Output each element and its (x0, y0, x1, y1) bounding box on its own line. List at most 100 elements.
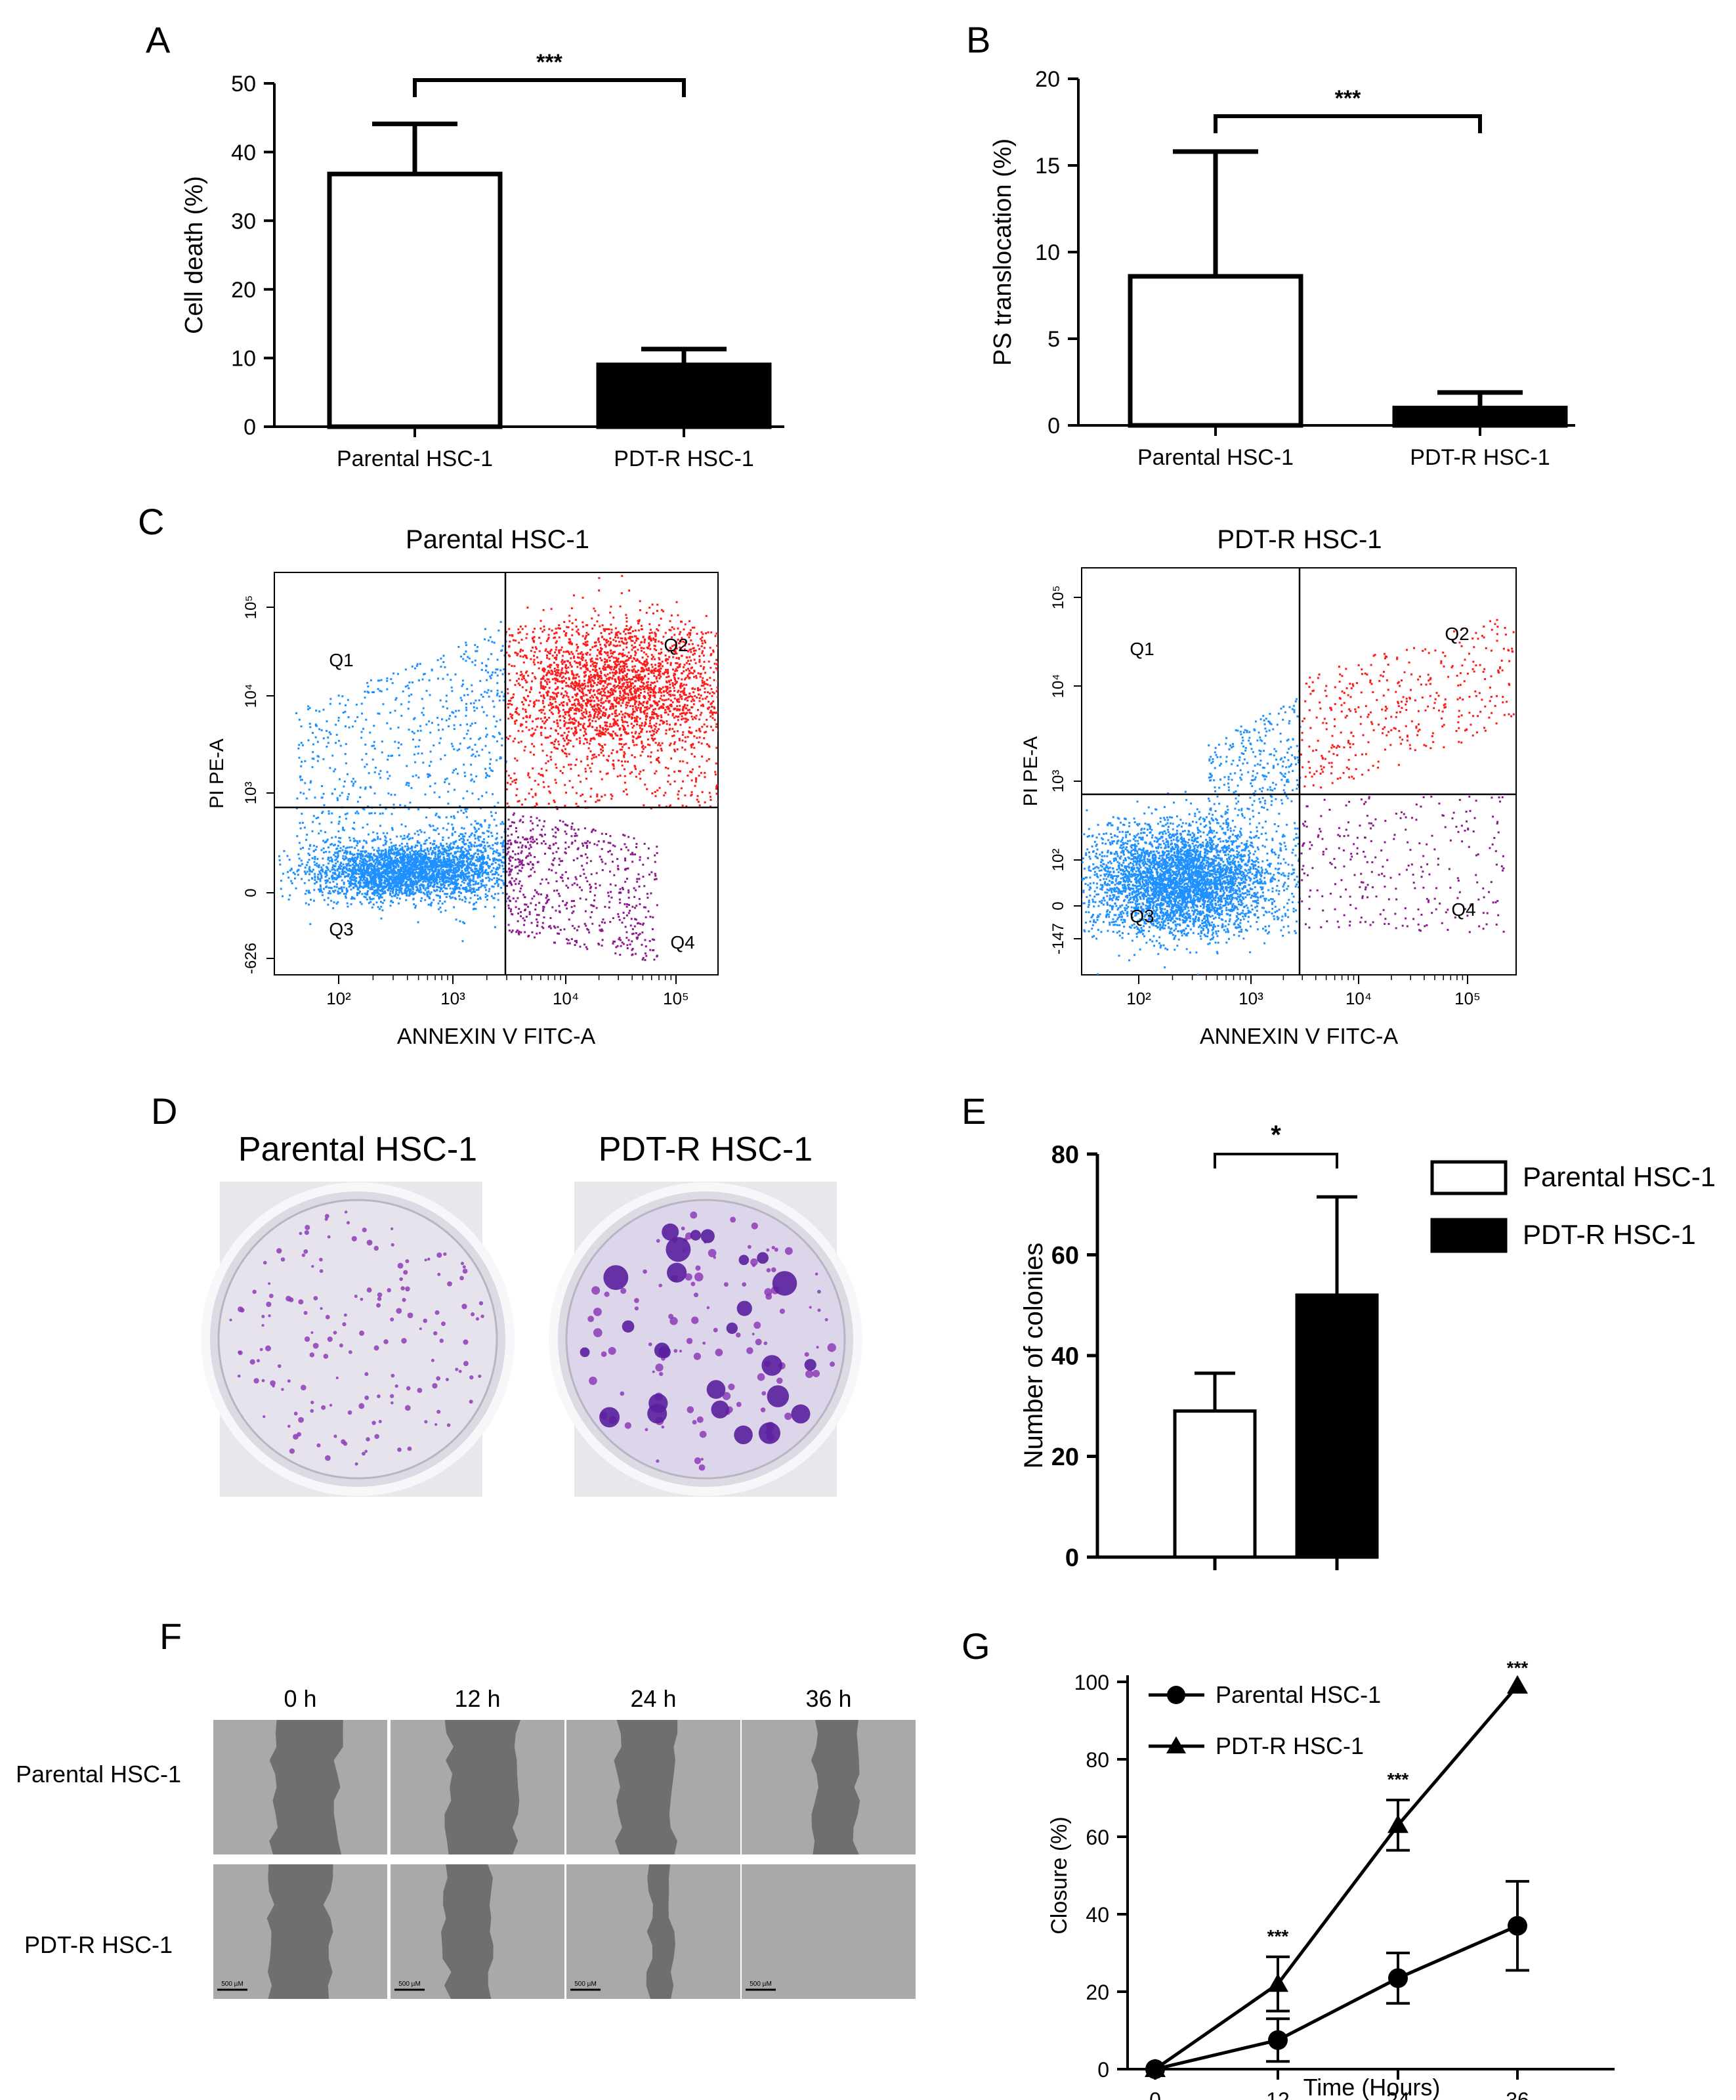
event-dot (473, 702, 475, 704)
event-dot (300, 742, 303, 744)
event-dot (354, 847, 356, 849)
event-dot (305, 864, 308, 867)
event-dot (406, 836, 409, 838)
event-dot (503, 884, 505, 886)
event-dot (386, 832, 389, 834)
event-dot (427, 853, 430, 855)
event-dot (500, 879, 503, 882)
event-dot (494, 873, 497, 876)
event-dot (622, 683, 624, 685)
event-dot (475, 830, 478, 832)
event-dot (646, 681, 649, 683)
event-dot (406, 849, 408, 851)
event-dot (406, 781, 408, 784)
event-dot (483, 884, 486, 887)
event-dot (627, 694, 629, 696)
event-dot (496, 682, 499, 685)
event-dot (465, 855, 468, 857)
event-dot (307, 861, 309, 864)
event-dot (552, 691, 555, 694)
event-dot (526, 863, 529, 865)
event-dot (390, 876, 392, 879)
event-dot (555, 641, 557, 644)
event-dot (441, 847, 444, 849)
event-dot (365, 860, 368, 863)
event-dot (410, 868, 412, 871)
event-dot (311, 857, 314, 859)
event-dot (308, 879, 310, 882)
event-dot (377, 852, 380, 855)
event-dot (565, 695, 568, 697)
event-dot (457, 874, 460, 877)
event-dot (635, 674, 637, 677)
event-dot (446, 777, 448, 780)
event-dot (320, 729, 323, 731)
event-dot (492, 793, 494, 796)
event-dot (370, 679, 372, 681)
event-dot (389, 905, 392, 907)
event-dot (500, 836, 503, 839)
event-dot (496, 871, 498, 874)
event-dot (641, 750, 644, 753)
event-dot (482, 832, 484, 834)
event-dot (336, 869, 339, 872)
event-dot (421, 875, 423, 878)
event-dot (346, 798, 349, 800)
event-dot (352, 867, 354, 870)
y-tick-label: 20 (1035, 67, 1060, 92)
event-dot (308, 873, 310, 876)
event-dot (373, 812, 376, 815)
event-dot (394, 879, 396, 882)
event-dot (501, 845, 503, 847)
event-dot (596, 654, 599, 657)
event-dot (343, 882, 345, 884)
event-dot (496, 868, 498, 871)
event-dot (559, 673, 562, 675)
event-dot (548, 628, 551, 630)
event-dot (673, 716, 676, 719)
event-dot (576, 643, 578, 646)
event-dot (408, 784, 410, 787)
event-dot (440, 842, 442, 845)
event-dot (414, 868, 417, 871)
event-dot (642, 744, 645, 747)
event-dot (312, 815, 315, 817)
event-dot (305, 872, 307, 875)
event-dot (508, 846, 511, 849)
event-dot (508, 628, 511, 630)
event-dot (310, 780, 312, 782)
event-dot (531, 742, 534, 745)
event-dot (473, 874, 475, 877)
event-dot (641, 729, 643, 731)
event-dot (645, 660, 648, 663)
y-tick-label: 50 (231, 72, 256, 96)
event-dot (407, 886, 410, 888)
event-dot (385, 872, 388, 875)
event-dot (404, 865, 407, 867)
event-dot (688, 663, 691, 666)
event-dot (427, 773, 429, 775)
event-dot (575, 712, 578, 715)
event-dot (391, 871, 394, 874)
event-dot (369, 853, 371, 855)
event-dot (325, 882, 328, 884)
event-dot (435, 874, 438, 877)
event-dot (496, 877, 498, 880)
event-dot (382, 703, 385, 706)
event-dot (461, 833, 464, 836)
event-dot (532, 631, 534, 633)
event-dot (367, 685, 370, 688)
event-dot (484, 905, 486, 908)
event-dot (499, 854, 501, 857)
event-dot (695, 714, 698, 717)
event-dot (460, 837, 463, 840)
event-dot (646, 712, 648, 715)
event-dot (301, 779, 303, 781)
event-dot (365, 840, 368, 843)
event-dot (328, 731, 331, 734)
event-dot (377, 876, 380, 879)
event-dot (527, 674, 530, 677)
event-dot (437, 815, 440, 818)
event-dot (551, 670, 554, 673)
event-dot (599, 744, 601, 746)
